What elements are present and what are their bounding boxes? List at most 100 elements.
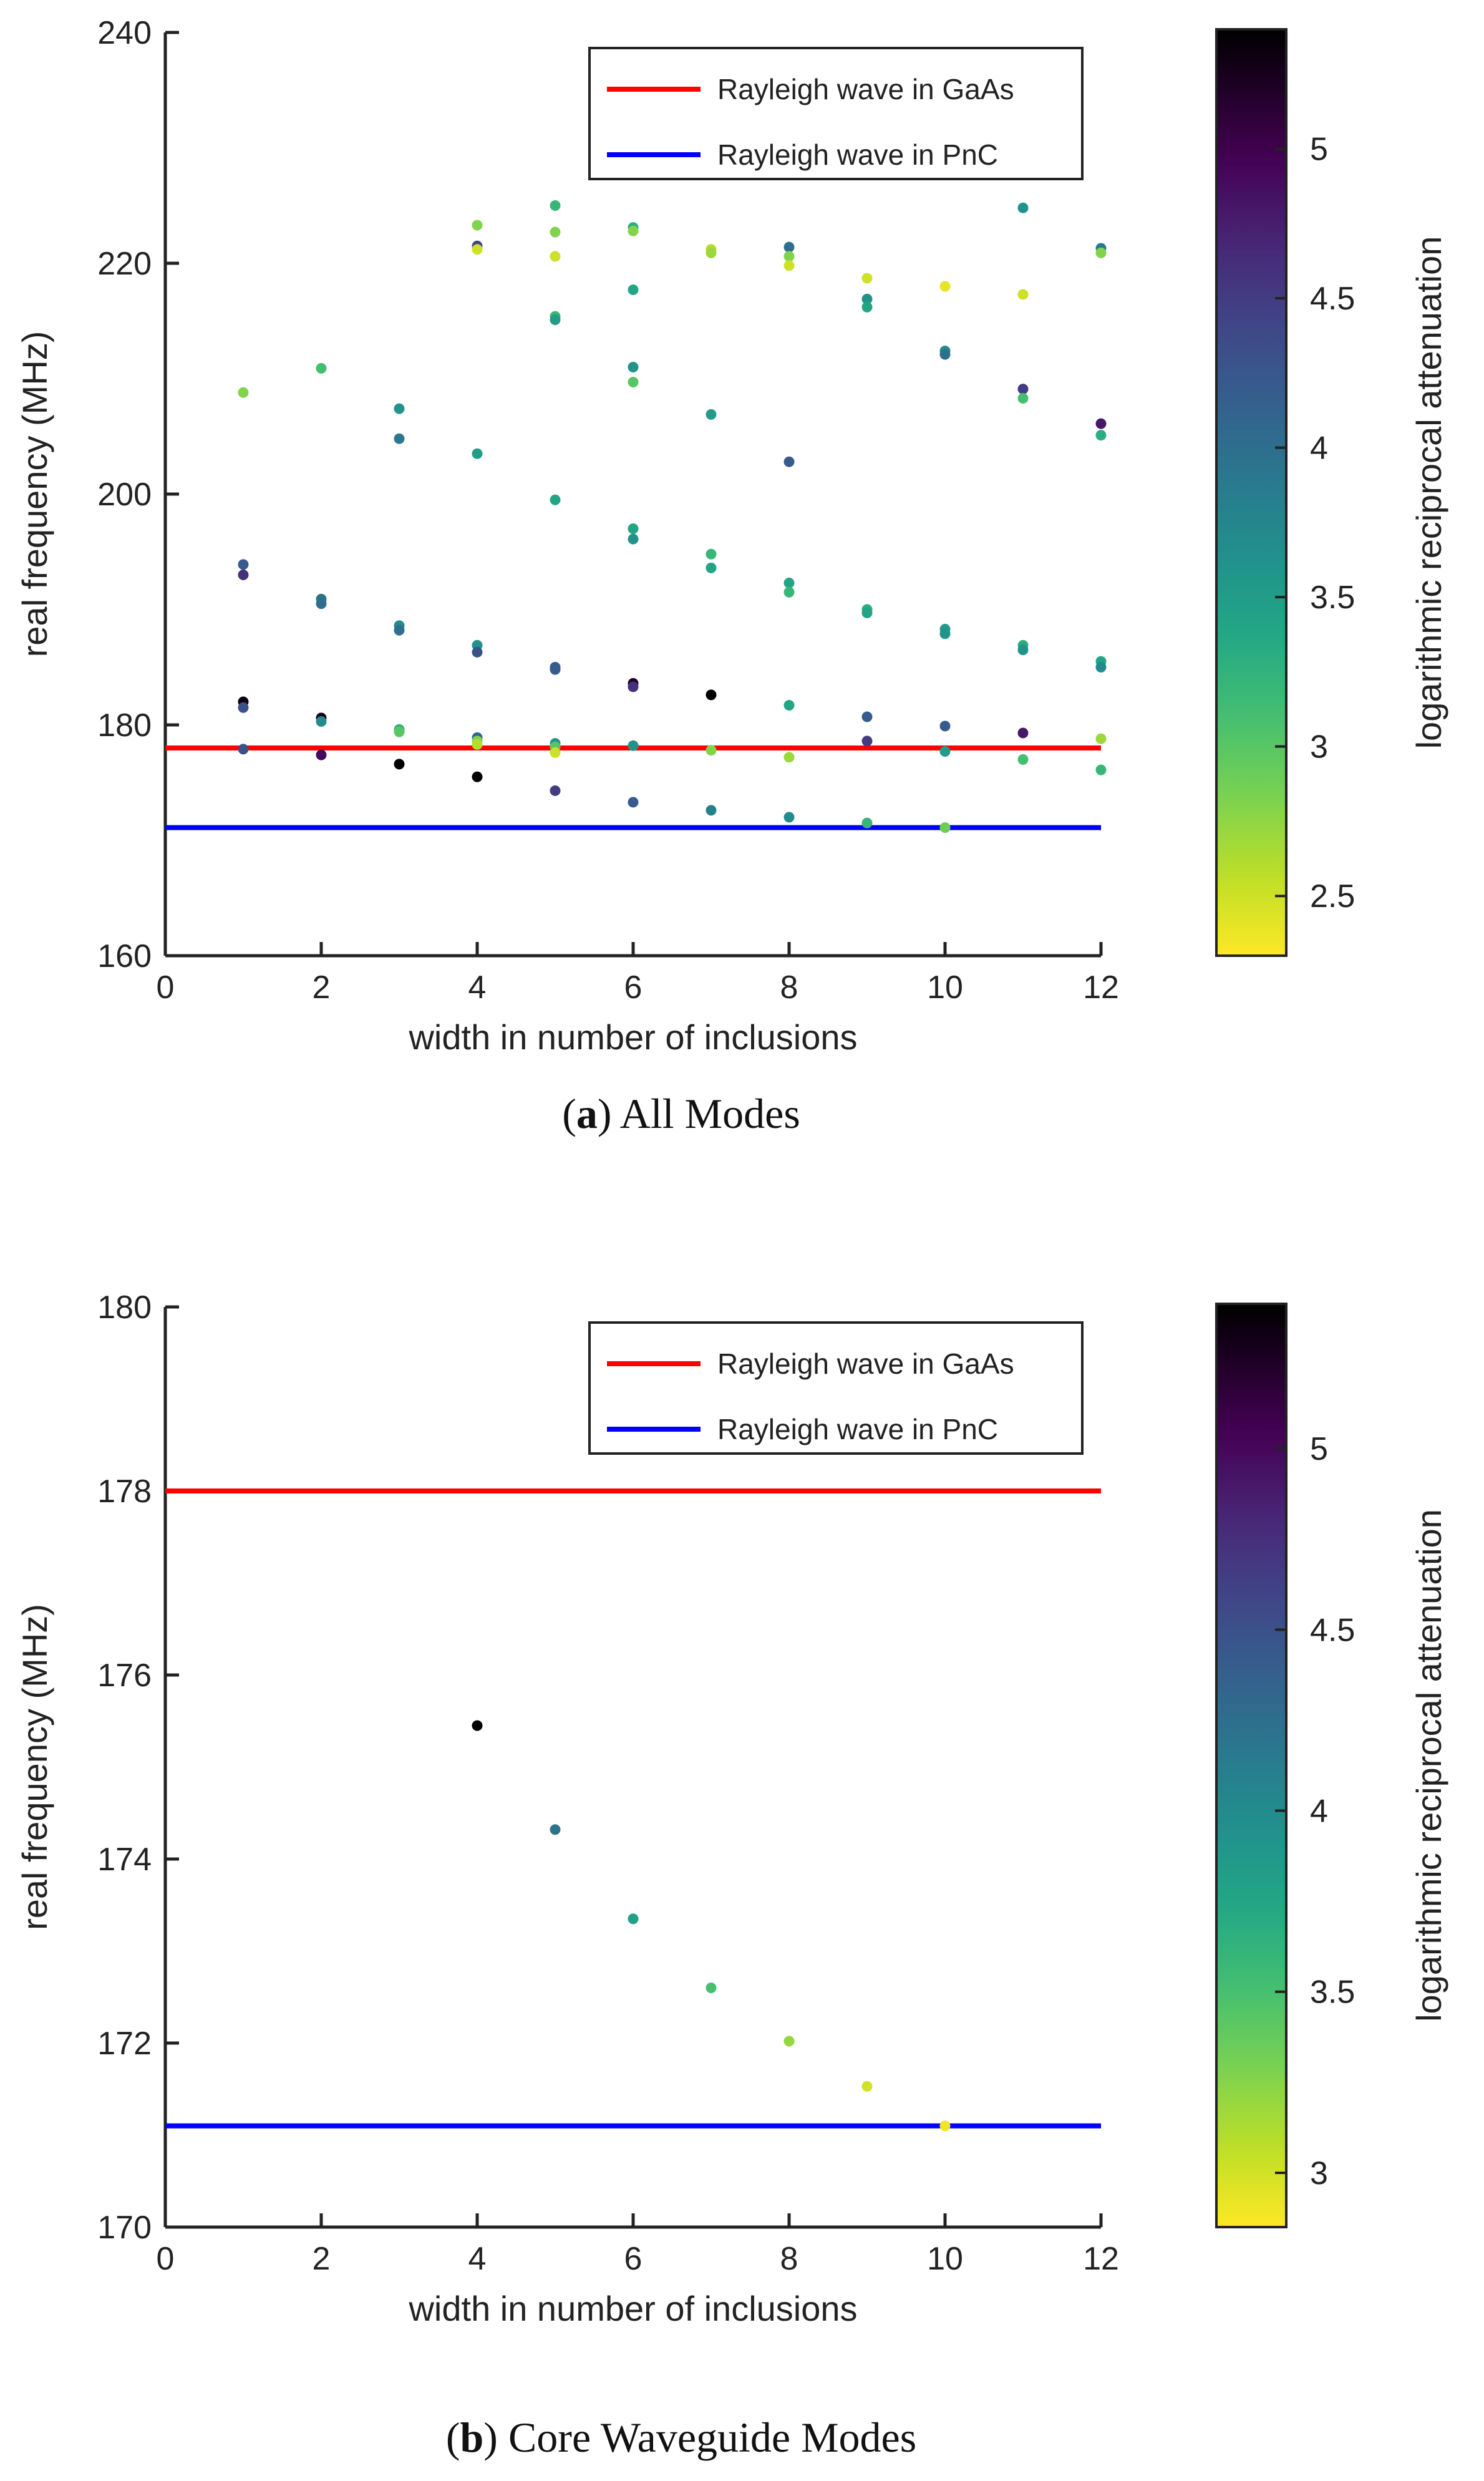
x-tick-label: 0 xyxy=(157,2241,175,2277)
data-point xyxy=(550,314,561,326)
data-point xyxy=(1017,727,1029,739)
caption-paren: ( xyxy=(562,1090,576,1137)
data-point xyxy=(1095,430,1107,441)
data-point xyxy=(238,702,249,713)
data-point xyxy=(861,711,873,722)
x-tick-label: 6 xyxy=(624,2241,643,2277)
data-point xyxy=(628,377,639,388)
data-point xyxy=(783,2036,795,2047)
data-point xyxy=(1017,392,1029,404)
data-point xyxy=(394,433,405,444)
colorbar-tick-label: 4 xyxy=(1310,1794,1328,1830)
y-tick-label: 180 xyxy=(97,707,152,744)
data-point xyxy=(861,293,873,304)
data-point xyxy=(628,284,639,296)
caption-letter: a xyxy=(576,1090,598,1137)
x-tick-label: 2 xyxy=(313,969,331,1006)
data-point xyxy=(1095,733,1107,744)
data-point xyxy=(1095,247,1107,258)
data-point xyxy=(472,771,483,782)
data-point xyxy=(861,2080,873,2092)
data-point xyxy=(238,744,249,755)
data-point xyxy=(1017,289,1029,300)
data-point xyxy=(783,700,795,711)
y-tick-label: 160 xyxy=(97,938,152,974)
colorbar-tick-label: 4.5 xyxy=(1310,1612,1355,1648)
data-point xyxy=(1017,644,1029,656)
x-axis-label: width in number of inclusions xyxy=(408,2289,857,2328)
data-point xyxy=(783,241,795,253)
y-tick-label: 200 xyxy=(97,477,152,513)
data-point xyxy=(628,797,639,808)
y-tick-label: 220 xyxy=(97,246,152,282)
data-point xyxy=(939,281,951,292)
data-point xyxy=(706,805,717,816)
colorbar-tick-label: 3 xyxy=(1310,729,1328,765)
data-point xyxy=(783,812,795,823)
data-point xyxy=(861,301,873,313)
y-tick-label: 170 xyxy=(97,2210,152,2246)
x-tick-label: 10 xyxy=(927,2241,963,2277)
caption-text: Core Waveguide Modes xyxy=(508,2414,916,2461)
colorbar-tick-label: 2.5 xyxy=(1310,878,1355,915)
x-tick-label: 0 xyxy=(157,969,175,1006)
data-point xyxy=(238,570,249,580)
colorbar-tick-label: 4.5 xyxy=(1310,281,1355,317)
y-tick-label: 176 xyxy=(97,1658,152,1694)
data-point xyxy=(861,736,873,747)
colorbar-tick-label: 3.5 xyxy=(1310,580,1355,616)
data-point xyxy=(939,349,951,360)
data-point xyxy=(939,2120,951,2132)
data-point xyxy=(394,759,405,770)
data-point xyxy=(706,1983,717,1993)
data-point xyxy=(1017,384,1029,395)
data-point xyxy=(628,740,639,751)
legend-label: Rayleigh wave in GaAs xyxy=(717,1347,1014,1380)
data-point xyxy=(783,586,795,598)
data-point xyxy=(550,251,561,262)
caption: (a) All Modes xyxy=(562,1090,800,1137)
data-point xyxy=(939,628,951,639)
data-point xyxy=(706,562,717,573)
legend-label: Rayleigh wave in PnC xyxy=(717,138,998,171)
x-tick-label: 12 xyxy=(1083,2241,1119,2277)
data-point xyxy=(550,747,561,758)
colorbar-tick-label: 3 xyxy=(1310,2155,1328,2192)
data-point xyxy=(550,226,561,238)
data-point xyxy=(472,220,483,231)
data-point xyxy=(628,362,639,372)
data-point xyxy=(628,533,639,545)
data-point xyxy=(628,681,639,692)
data-point xyxy=(550,200,561,211)
x-axis-label: width in number of inclusions xyxy=(408,1017,857,1057)
caption-letter: b xyxy=(460,2414,483,2461)
data-point xyxy=(550,1824,561,1835)
colorbar-tick-label: 5 xyxy=(1310,1431,1328,1467)
data-point xyxy=(939,721,951,732)
data-point xyxy=(394,624,405,636)
chart-panel-a: 0 2 4 6 8 10 12 160 180 200 220 240 width in number … xyxy=(15,15,1448,1137)
data-point xyxy=(472,739,483,750)
data-point xyxy=(394,403,405,414)
x-tick-label: 6 xyxy=(624,969,643,1006)
caption-paren: ( xyxy=(446,2414,460,2461)
data-point xyxy=(472,646,483,658)
data-point xyxy=(783,251,795,262)
x-tick-label: 8 xyxy=(780,969,798,1006)
legend-label: Rayleigh wave in PnC xyxy=(717,1413,998,1445)
data-point xyxy=(861,273,873,284)
data-point xyxy=(706,247,717,258)
x-tick-label: 8 xyxy=(780,2241,798,2277)
data-point xyxy=(1017,202,1029,213)
x-tick-label: 10 xyxy=(927,969,963,1006)
data-point xyxy=(238,559,249,570)
colorbar-label: logarithmic reciprocal attenuation xyxy=(1409,236,1448,749)
y-tick-label: 178 xyxy=(97,1474,152,1510)
data-point xyxy=(394,726,405,737)
data-point xyxy=(1095,764,1107,775)
data-point xyxy=(939,746,951,757)
data-point xyxy=(783,260,795,271)
data-point xyxy=(783,577,795,588)
data-point xyxy=(472,244,483,255)
